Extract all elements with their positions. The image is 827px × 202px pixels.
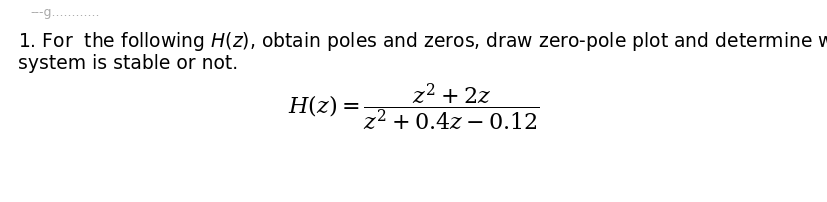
Text: ---g............: ---g............ [30,6,99,19]
Text: 1. For  the following $H(z)$, obtain poles and zeros, draw zero-pole plot and de: 1. For the following $H(z)$, obtain pole… [18,30,827,53]
Text: system is stable or not.: system is stable or not. [18,54,238,73]
Text: $H(z) = \dfrac{z^2 + 2z}{z^2 + 0.4z - 0.12}$: $H(z) = \dfrac{z^2 + 2z}{z^2 + 0.4z - 0.… [288,81,539,133]
